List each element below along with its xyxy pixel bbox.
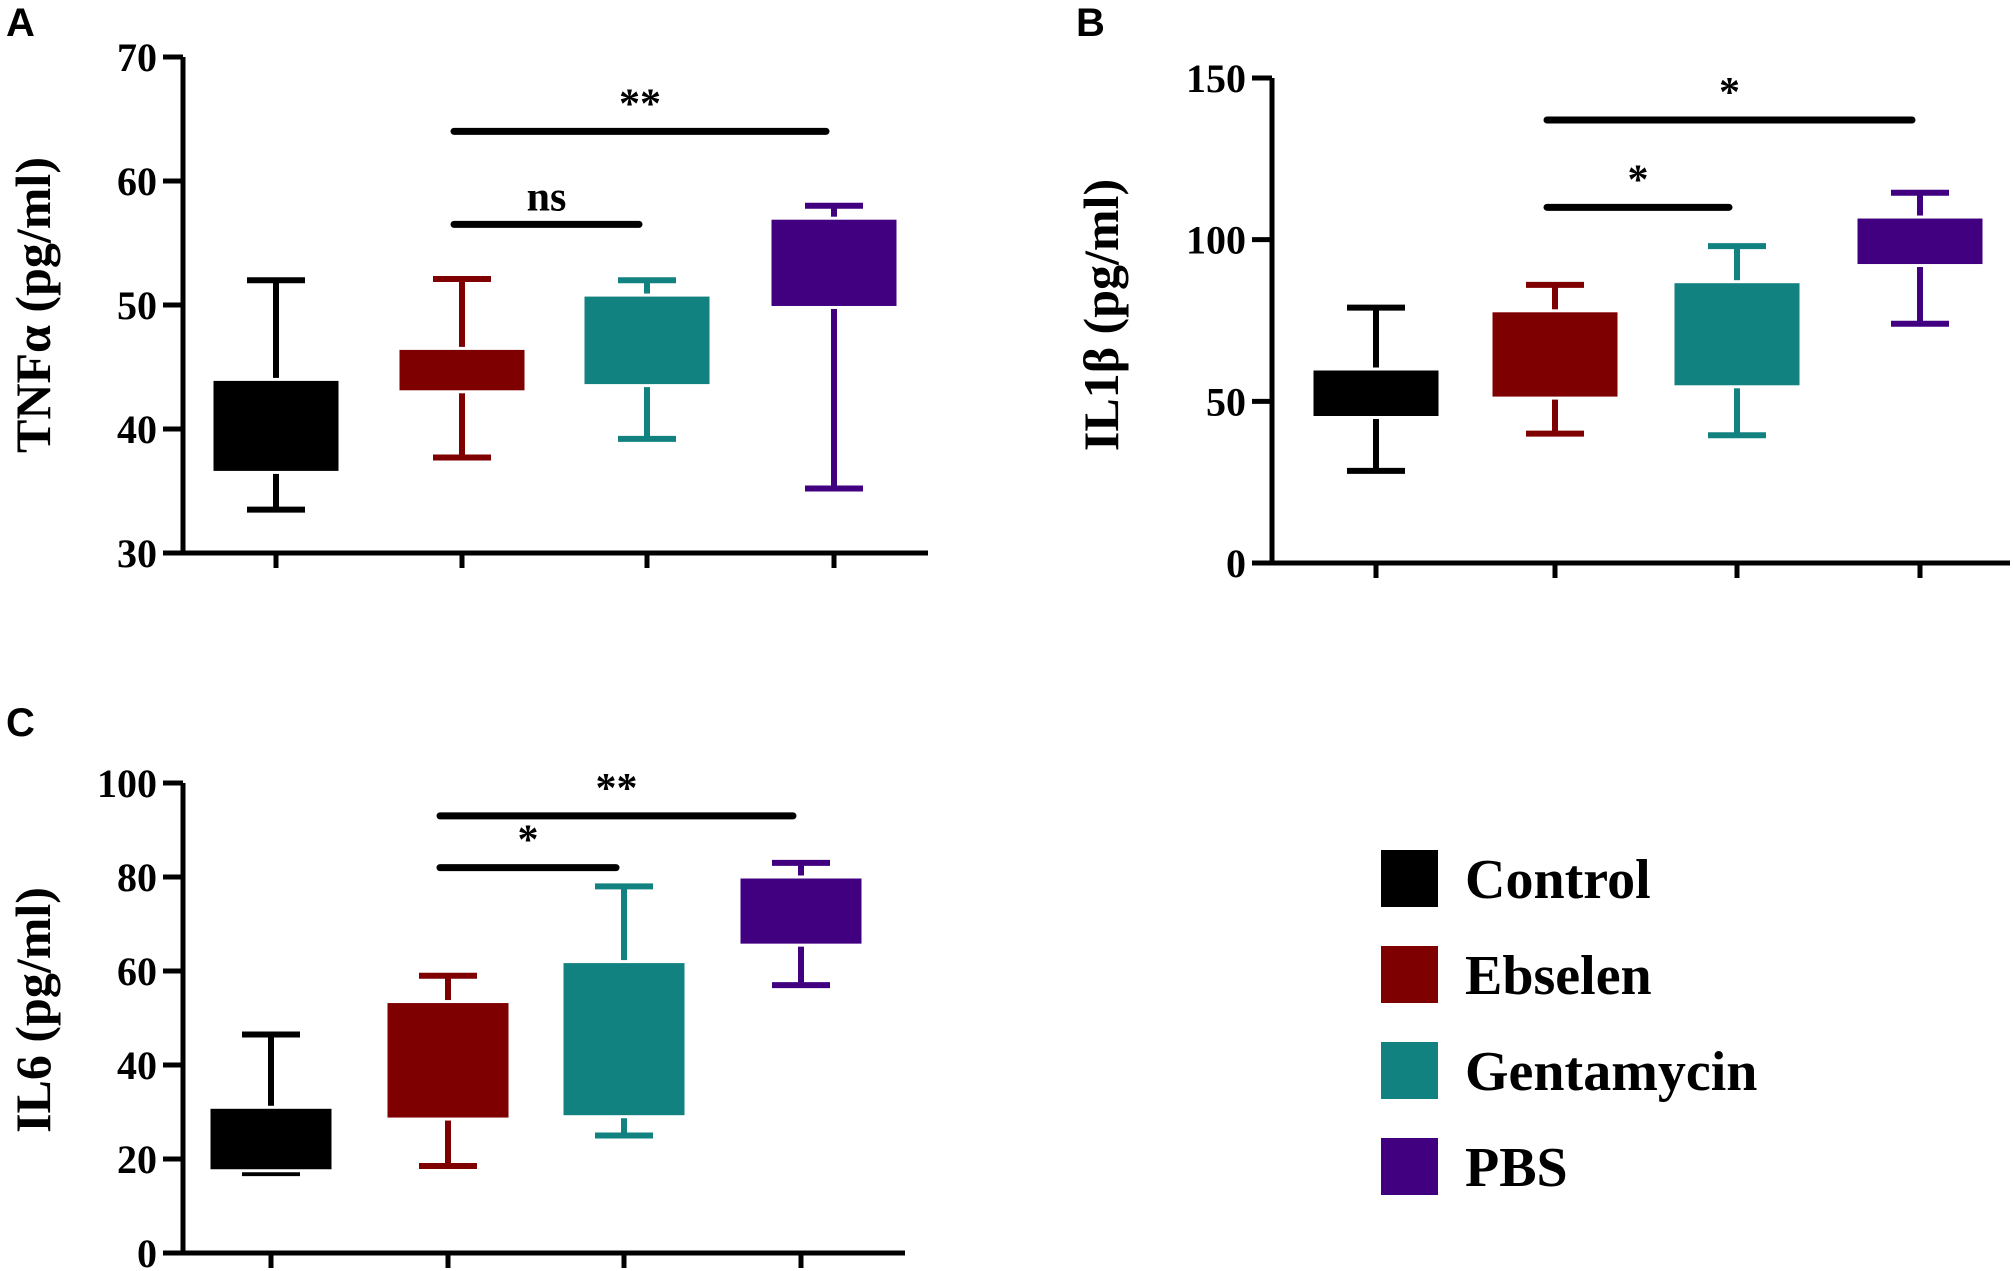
panel-c-y-tick-label: 20: [117, 1137, 157, 1182]
panel-a-y-tick-label: 40: [117, 407, 157, 452]
legend-label: Ebselen: [1465, 945, 1652, 1007]
box-iqr: [1671, 280, 1803, 389]
panel-b-y-axis-title: IL1β (pg/ml): [1073, 179, 1129, 451]
panel-c-y-axis-title: IL6 (pg/ml): [5, 887, 61, 1133]
box-iqr: [768, 216, 900, 309]
legend-swatch: [1381, 1042, 1438, 1099]
panel-a-significance-label: **: [619, 81, 661, 127]
legend-label: Control: [1465, 849, 1651, 911]
panel-c-y-tick-label: 80: [117, 855, 157, 900]
panel-a-y-tick-label: 50: [117, 283, 157, 328]
panel-c-y-tick-label: 100: [97, 761, 157, 806]
panel-a-box-ebselen: [396, 275, 528, 461]
panel-b-y-tick-label: 0: [1226, 541, 1246, 586]
panel-c-letter: C: [6, 701, 35, 745]
panel-a-y-tick-label: 70: [117, 35, 157, 80]
panel-b: B IL1β (pg/ml) 0 50 100 150 * *: [1073, 1, 2010, 586]
legend-item-gentamycin: Gentamycin: [1381, 1041, 1757, 1103]
panel-a-box-control: [210, 277, 342, 513]
panel-b-box-pbs: [1854, 189, 1986, 327]
legend-label: Gentamycin: [1465, 1041, 1757, 1103]
panel-c-box-gentamycin: [560, 883, 688, 1139]
panel-b-y-tick-label: 100: [1186, 218, 1246, 263]
panel-a-box-gentamycin: [581, 277, 713, 442]
box-iqr: [210, 377, 342, 474]
box-iqr: [560, 960, 688, 1119]
panel-b-box-ebselen: [1489, 281, 1621, 437]
panel-a-y-tick-label: 60: [117, 159, 157, 204]
panel-a-box-pbs: [768, 202, 900, 492]
legend: Control Ebselen Gentamycin PBS: [1381, 849, 1757, 1199]
legend-item-ebselen: Ebselen: [1381, 945, 1652, 1007]
panel-c-box-control: [207, 1031, 335, 1177]
box-iqr: [384, 1000, 512, 1121]
panel-a-y-axis-title: TNFα (pg/ml): [5, 157, 61, 453]
panel-c-box-ebselen: [384, 972, 512, 1170]
panel-c-box-pbs: [737, 859, 865, 989]
panel-b-letter: B: [1076, 1, 1105, 45]
panel-c-significance-label: **: [596, 766, 638, 812]
box-iqr: [581, 293, 713, 388]
panel-c-y-tick-label: 40: [117, 1043, 157, 1088]
box-iqr: [396, 346, 528, 394]
panel-c-y-tick-label: 60: [117, 949, 157, 994]
legend-swatch: [1381, 1138, 1438, 1195]
legend-swatch: [1381, 850, 1438, 907]
panel-a-letter: A: [6, 1, 35, 45]
panel-c-significance-label: *: [518, 818, 539, 864]
panel-b-y-tick-label: 150: [1186, 56, 1246, 101]
box-iqr: [1489, 309, 1621, 400]
panel-a: A TNFα (pg/ml) 30 40 50 60 70 ** ns: [5, 1, 928, 576]
panel-c-y-tick-label: 0: [137, 1231, 157, 1271]
panel-b-significance-label: *: [1719, 70, 1740, 116]
legend-item-control: Control: [1381, 849, 1651, 911]
panel-b-box-control: [1310, 304, 1442, 474]
panel-b-y-tick-label: 50: [1206, 379, 1246, 424]
panel-a-y-tick-label: 30: [117, 531, 157, 576]
legend-item-pbs: PBS: [1381, 1137, 1568, 1199]
legend-swatch: [1381, 946, 1438, 1003]
panel-b-significance-label: *: [1628, 157, 1649, 203]
panel-a-significance-label: ns: [527, 174, 567, 220]
panel-b-box-gentamycin: [1671, 243, 1803, 439]
legend-label: PBS: [1465, 1137, 1568, 1199]
